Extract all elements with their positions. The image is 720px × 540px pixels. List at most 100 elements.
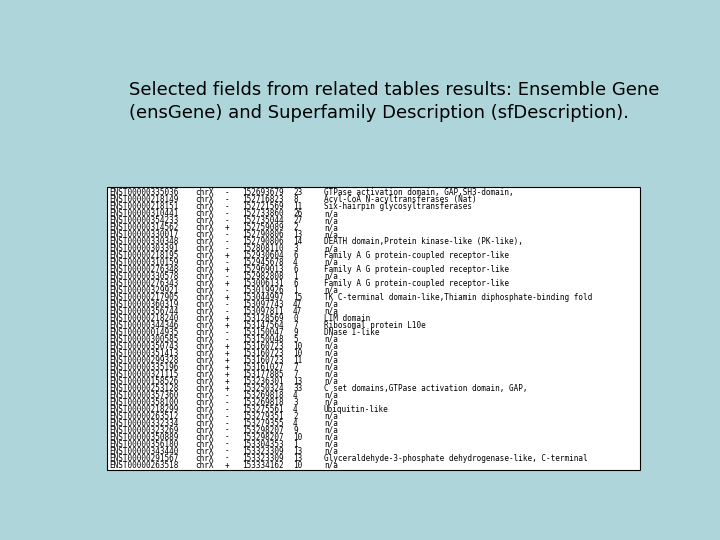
Text: ENST00000300585: ENST00000300585: [109, 335, 179, 344]
Text: -: -: [225, 188, 229, 197]
Text: ENST00000335036: ENST00000335036: [109, 188, 179, 197]
Text: +: +: [225, 356, 229, 364]
Text: -: -: [225, 258, 229, 267]
Text: n/a: n/a: [324, 258, 338, 267]
Text: -: -: [225, 307, 229, 316]
Text: DNase I-like: DNase I-like: [324, 328, 379, 337]
Text: ENST00000358100: ENST00000358100: [109, 397, 179, 407]
Text: 1: 1: [293, 440, 298, 449]
Text: n/a: n/a: [324, 397, 338, 407]
Text: Six-hairpin glycosyltransferases: Six-hairpin glycosyltransferases: [324, 202, 472, 211]
Text: chrX: chrX: [195, 272, 214, 281]
Text: ENST00000344346: ENST00000344346: [109, 321, 179, 330]
Text: 2: 2: [293, 411, 298, 421]
Text: Acyl-CoA N-acyltransferases (Nat): Acyl-CoA N-acyltransferases (Nat): [324, 195, 477, 204]
Text: +: +: [225, 314, 229, 323]
Text: -: -: [225, 209, 229, 218]
Text: +: +: [225, 370, 229, 379]
FancyBboxPatch shape: [107, 187, 639, 470]
Text: 7: 7: [293, 370, 298, 379]
Text: ENST00000335196: ENST00000335196: [109, 363, 179, 372]
Text: 4: 4: [293, 404, 298, 414]
Text: ENST00000310159: ENST00000310159: [109, 258, 179, 267]
Text: 47: 47: [293, 307, 302, 316]
Text: Family A G protein-coupled receptor-like: Family A G protein-coupled receptor-like: [324, 251, 509, 260]
Text: n/a: n/a: [324, 447, 338, 456]
Text: DEATH domain,Protein kinase-like (PK-like),: DEATH domain,Protein kinase-like (PK-lik…: [324, 237, 523, 246]
Text: 11: 11: [293, 202, 302, 211]
Text: 153150048: 153150048: [242, 335, 284, 344]
Text: -: -: [225, 454, 229, 463]
Text: chrX: chrX: [195, 349, 214, 358]
Text: chrX: chrX: [195, 433, 214, 442]
Text: -: -: [225, 244, 229, 253]
Text: 152808110: 152808110: [242, 244, 284, 253]
Text: chrX: chrX: [195, 286, 214, 295]
Text: +: +: [225, 384, 229, 393]
Text: 26: 26: [293, 209, 302, 218]
Text: 152969013: 152969013: [242, 265, 284, 274]
Text: ENST00000354233: ENST00000354233: [109, 216, 179, 225]
Text: ENST00000303391: ENST00000303391: [109, 244, 179, 253]
Text: chrX: chrX: [195, 314, 214, 323]
Text: chrX: chrX: [195, 363, 214, 372]
Text: chrX: chrX: [195, 377, 214, 386]
Text: chrX: chrX: [195, 404, 214, 414]
Text: ENST00000330017: ENST00000330017: [109, 230, 179, 239]
Text: ENST00000350889: ENST00000350889: [109, 433, 179, 442]
Text: LIM domain: LIM domain: [324, 314, 370, 323]
Text: 10: 10: [293, 433, 302, 442]
Text: n/a: n/a: [324, 286, 338, 295]
Text: 153044997: 153044997: [242, 293, 284, 302]
Text: chrX: chrX: [195, 384, 214, 393]
Text: +: +: [225, 377, 229, 386]
Text: 3: 3: [293, 397, 298, 407]
Text: chrX: chrX: [195, 230, 214, 239]
Text: chrX: chrX: [195, 202, 214, 211]
Text: chrX: chrX: [195, 223, 214, 232]
Text: ENST00000291567: ENST00000291567: [109, 454, 179, 463]
Text: 153298207: 153298207: [242, 433, 284, 442]
Text: 10: 10: [293, 342, 302, 351]
Text: 7: 7: [293, 363, 298, 372]
Text: ENST00000323269: ENST00000323269: [109, 426, 179, 435]
Text: -: -: [225, 440, 229, 449]
Text: ENST00000314562: ENST00000314562: [109, 223, 179, 232]
Text: 153279351: 153279351: [242, 411, 284, 421]
Text: 13: 13: [293, 454, 302, 463]
Text: chrX: chrX: [195, 335, 214, 344]
Text: 8: 8: [293, 195, 298, 204]
Text: 153323309: 153323309: [242, 447, 284, 456]
Text: n/a: n/a: [324, 272, 338, 281]
Text: chrX: chrX: [195, 321, 214, 330]
Text: 1: 1: [293, 272, 298, 281]
Text: 13: 13: [293, 230, 302, 239]
Text: 7: 7: [293, 321, 298, 330]
Text: n/a: n/a: [324, 418, 338, 428]
Text: ENST00000299328: ENST00000299328: [109, 356, 179, 364]
Text: 153177885: 153177885: [242, 370, 284, 379]
Text: +: +: [225, 342, 229, 351]
Text: n/a: n/a: [324, 300, 338, 309]
Text: n/a: n/a: [324, 335, 338, 344]
Text: ENST00000218149: ENST00000218149: [109, 195, 179, 204]
Text: -: -: [225, 286, 229, 295]
Text: 3: 3: [293, 244, 298, 253]
Text: chrX: chrX: [195, 188, 214, 197]
Text: 10: 10: [293, 349, 302, 358]
Text: -: -: [225, 202, 229, 211]
Text: ENST00000329921: ENST00000329921: [109, 286, 179, 295]
Text: -: -: [225, 195, 229, 204]
Text: -: -: [225, 433, 229, 442]
Text: n/a: n/a: [324, 370, 338, 379]
Text: n/a: n/a: [324, 356, 338, 364]
Text: 27: 27: [293, 216, 302, 225]
Text: 153150047: 153150047: [242, 328, 284, 337]
Text: 153160723: 153160723: [242, 356, 284, 364]
Text: ENST00000350743: ENST00000350743: [109, 342, 179, 351]
Text: 47: 47: [293, 300, 302, 309]
Text: ENST00000330348: ENST00000330348: [109, 237, 179, 246]
Text: Ribosomal protein L10e: Ribosomal protein L10e: [324, 321, 426, 330]
Text: chrX: chrX: [195, 397, 214, 407]
Text: GTPase activation domain, GAP,SH3-domain,: GTPase activation domain, GAP,SH3-domain…: [324, 188, 513, 197]
